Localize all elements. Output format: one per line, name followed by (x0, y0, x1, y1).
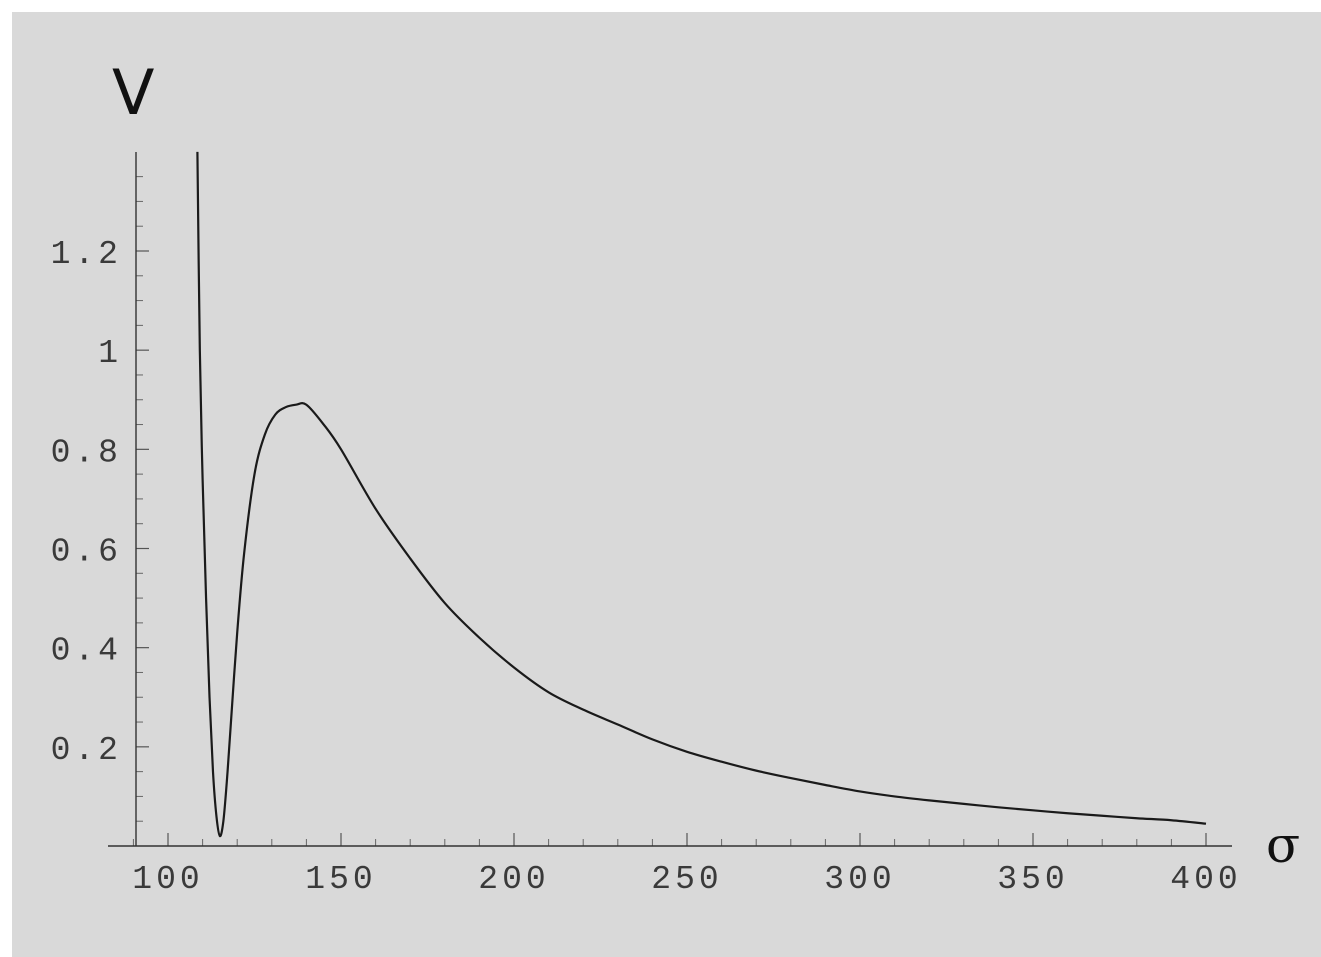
y-tick-label-0.4: 0.4 (51, 633, 122, 670)
y-tick-label-1: 1 (98, 335, 122, 372)
y-tick-label-0.8: 0.8 (51, 434, 122, 471)
plot-frame (12, 12, 1321, 957)
tick-labels: 100 150 200 250 300 350 400 0.2 0.4 0.6 0.8 1 1.2 (51, 236, 1241, 898)
y-axis-title: V (112, 56, 154, 129)
y-tick-label-0.2: 0.2 (51, 732, 122, 769)
major-ticks (136, 250, 1207, 846)
x-tick-label-300: 300 (824, 861, 895, 898)
y-tick-label-1.2: 1.2 (51, 236, 122, 273)
x-tick-label-200: 200 (478, 861, 549, 898)
minor-ticks (132, 176, 1172, 846)
y-tick-label-0.6: 0.6 (51, 534, 122, 571)
x-axis-title: σ (1266, 816, 1300, 874)
x-tick-label-100: 100 (132, 861, 203, 898)
x-tick-label-150: 150 (305, 861, 376, 898)
series-curve (196, 151, 1207, 838)
x-tick-label-250: 250 (651, 861, 722, 898)
x-tick-label-350: 350 (997, 861, 1068, 898)
x-tick-label-400: 400 (1170, 861, 1241, 898)
